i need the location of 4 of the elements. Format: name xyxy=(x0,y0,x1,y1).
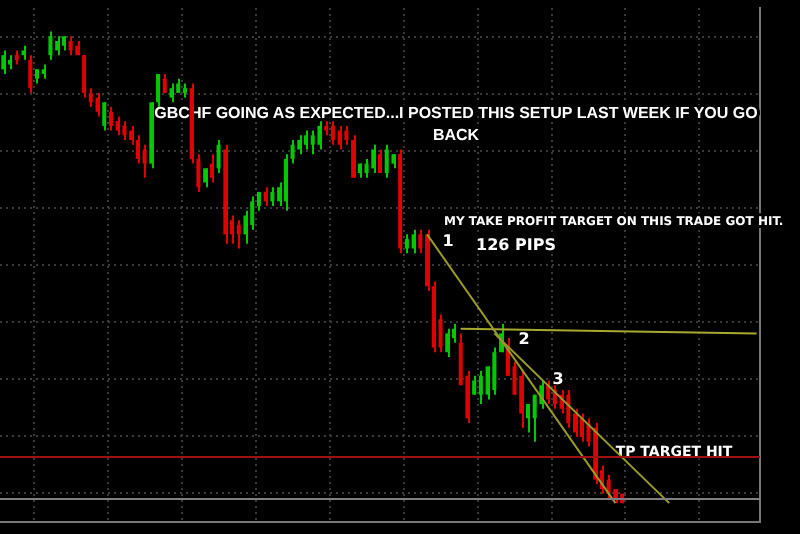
annotation: 126 PIPS xyxy=(476,236,557,255)
annotation: 2 xyxy=(518,330,530,349)
annotation: 3 xyxy=(552,370,564,389)
annotation: 1 xyxy=(442,232,455,251)
